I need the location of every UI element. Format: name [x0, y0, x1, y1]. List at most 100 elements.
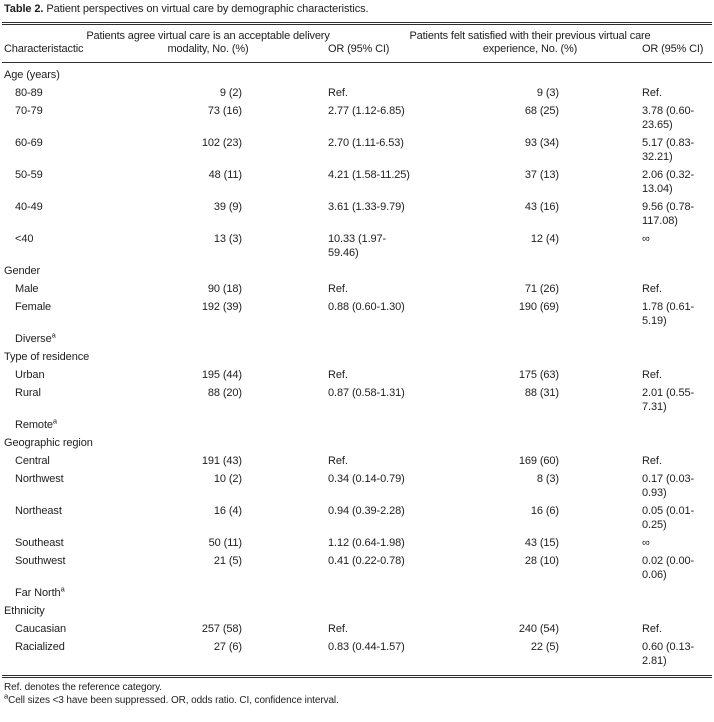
table-row: Northeast 16 (4) 0.94 (0.39-2.28) 16 (6) 0.0…: [2, 502, 712, 534]
row-label: Northeast: [15, 505, 62, 517]
row-label: <40: [15, 233, 34, 245]
agree-or-cell: [324, 330, 422, 348]
footnote-marker: a: [4, 691, 9, 701]
table-row: 70-79 73 (16) 2.77 (1.12-6.85) 68 (25) 3.78 …: [2, 102, 712, 134]
row-label: Male: [15, 283, 39, 295]
satisfied-or-cell: [638, 416, 712, 434]
agree-or-cell: 0.83 (0.44-1.57): [328, 641, 405, 653]
satisfied-or-cell: ∞: [642, 233, 650, 245]
agree-count-cell: 9 (2): [219, 87, 242, 99]
satisfied-count-cell: [422, 584, 638, 602]
satisfied-or-cell: 2.06 (0.32-13.04): [642, 169, 695, 195]
agree-or-cell: 0.41 (0.22-0.78): [328, 555, 405, 567]
satisfied-count-cell: 28 (10): [524, 555, 559, 567]
section-row: Gender: [2, 262, 712, 280]
agree-count-cell: 10 (2): [213, 473, 242, 485]
agree-or-cell: 10.33 (1.97-59.46): [328, 233, 387, 259]
table-row: Central 191 (43) Ref. 169 (60) Ref.: [2, 452, 712, 470]
agree-count-cell: 50 (11): [208, 537, 242, 549]
agree-or-cell: 0.34 (0.14-0.79): [328, 473, 405, 485]
agree-or-cell: 2.70 (1.11-6.53): [328, 137, 404, 149]
footnote-suppression-note: aCell sizes <3 have been suppressed. OR,…: [4, 692, 712, 708]
top-rule: [2, 22, 712, 25]
satisfied-or-cell: Ref.: [642, 623, 662, 635]
agree-count-cell: 73 (16): [207, 105, 242, 117]
col-header-or-agree: OR (95% CI): [324, 25, 422, 63]
agree-count-cell: 16 (4): [213, 505, 242, 517]
satisfied-or-cell: 0.17 (0.03-0.93): [642, 473, 695, 499]
satisfied-or-cell: 2.01 (0.55-7.31): [642, 387, 695, 413]
agree-or-cell: Ref.: [328, 87, 348, 99]
row-label: Central: [15, 455, 50, 467]
satisfied-count-cell: [422, 330, 638, 348]
satisfied-count-cell: 12 (4): [530, 233, 559, 245]
paper-table-figure: Table 2. Patient perspectives on virtual …: [2, 3, 712, 707]
table-header: Characteristactic Patients agree virtual…: [2, 25, 712, 63]
agree-or-cell: Ref.: [328, 283, 348, 295]
row-label: 60-69: [15, 137, 43, 149]
satisfied-count-cell: 175 (63): [518, 369, 559, 381]
agree-count-cell: [92, 416, 324, 434]
table-row: Female 192 (39) 0.88 (0.60-1.30) 190 (69) 1.…: [2, 298, 712, 330]
agree-or-cell: 0.88 (0.60-1.30): [328, 301, 405, 313]
table-footnotes: Ref. denotes the reference category. aCe…: [2, 682, 712, 707]
agree-count-cell: [92, 584, 324, 602]
row-label: Southeast: [15, 537, 64, 549]
row-label: Female: [15, 301, 52, 313]
section-row: Age (years): [2, 63, 712, 85]
satisfied-or-cell: Ref.: [642, 369, 662, 381]
satisfied-count-cell: 71 (26): [524, 283, 559, 295]
section-header: Geographic region: [4, 437, 93, 449]
row-label: Urban: [15, 369, 45, 381]
suppressed-marker: a: [51, 330, 56, 340]
satisfied-or-cell: Ref.: [642, 283, 662, 295]
agree-or-cell: 0.87 (0.58-1.31): [328, 387, 405, 399]
agree-count-cell: 195 (44): [201, 369, 242, 381]
agree-or-cell: 0.94 (0.39-2.28): [328, 505, 405, 517]
agree-count-cell: 48 (11): [208, 169, 242, 181]
agree-count-cell: [92, 330, 324, 348]
row-label: Caucasian: [15, 623, 67, 635]
agree-count-cell: 21 (5): [213, 555, 242, 567]
data-table: Characteristactic Patients agree virtual…: [2, 25, 712, 670]
table-row: 40-49 39 (9) 3.61 (1.33-9.79) 43 (16) 9.56 (…: [2, 198, 712, 230]
col-header-or-satisfied: OR (95% CI): [638, 25, 712, 63]
agree-count-cell: 39 (9): [213, 201, 242, 213]
row-label: Racialized: [15, 641, 65, 653]
satisfied-count-cell: 43 (15): [524, 537, 559, 549]
agree-count-cell: 90 (18): [207, 283, 242, 295]
bottom-rule: [2, 675, 712, 678]
row-label: Remotea: [15, 416, 57, 431]
col-header-satisfied-count-text: Patients felt satisfied with their previ…: [409, 30, 651, 55]
table-row: 50-59 48 (11) 4.21 (1.58-11.25) 37 (13) 2.06…: [2, 166, 712, 198]
agree-or-cell: 1.12 (0.64-1.98): [328, 537, 405, 549]
satisfied-or-cell: 1.78 (0.61-5.19): [642, 301, 695, 327]
agree-or-cell: [324, 584, 422, 602]
row-label: 50-59: [15, 169, 43, 181]
table-title: Table 2. Patient perspectives on virtual …: [2, 3, 712, 16]
satisfied-count-cell: 37 (13): [524, 169, 559, 181]
satisfied-count-cell: 93 (34): [524, 137, 559, 149]
satisfied-or-cell: [638, 584, 712, 602]
agree-count-cell: 102 (23): [201, 137, 242, 149]
row-label: Northwest: [15, 473, 64, 485]
agree-or-cell: Ref.: [328, 369, 348, 381]
agree-or-cell: 3.61 (1.33-9.79): [328, 201, 405, 213]
satisfied-count-cell: 43 (16): [524, 201, 559, 213]
agree-or-cell: [324, 416, 422, 434]
satisfied-count-cell: 22 (5): [530, 641, 559, 653]
header-row: Characteristactic Patients agree virtual…: [2, 25, 712, 63]
row-label: 70-79: [15, 105, 43, 117]
agree-count-cell: 192 (39): [201, 301, 242, 313]
footnote-reference-note: Ref. denotes the reference category.: [4, 682, 712, 695]
satisfied-or-cell: 5.17 (0.83-32.21): [642, 137, 695, 163]
satisfied-or-cell: 3.78 (0.60-23.65): [642, 105, 695, 131]
agree-count-cell: 27 (6): [213, 641, 242, 653]
table-row: Caucasian 257 (58) Ref. 240 (54) Ref.: [2, 620, 712, 638]
table-row: Remotea: [2, 416, 712, 434]
table-row: Diversea: [2, 330, 712, 348]
satisfied-or-cell: 0.05 (0.01-0.25): [642, 505, 695, 531]
row-label: Far Northa: [15, 584, 65, 599]
agree-or-cell: 4.21 (1.58-11.25): [328, 169, 410, 181]
row-label: Rural: [15, 387, 41, 399]
